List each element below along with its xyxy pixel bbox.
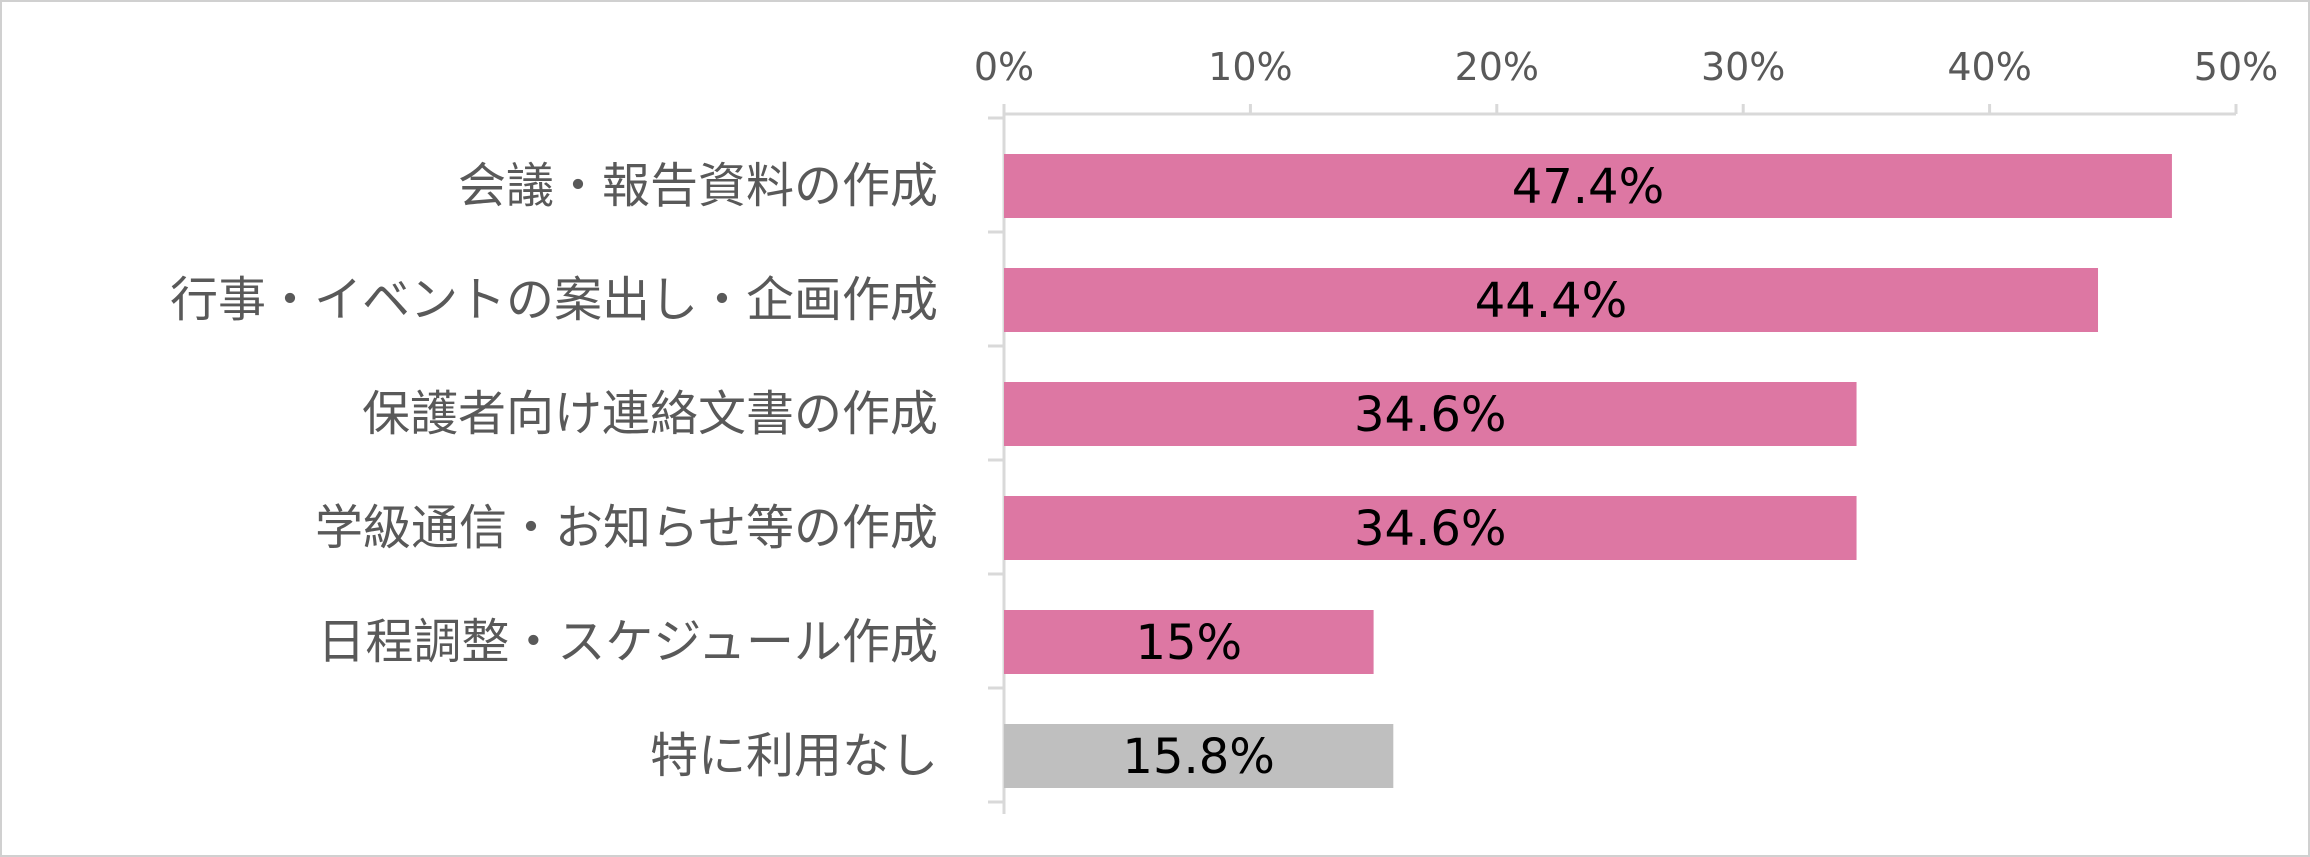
category-labels: 会議・報告資料の作成行事・イベントの案出し・企画作成保護者向け連絡文書の作成学級… [170,158,938,784]
bars [1004,154,2172,788]
x-tick-label: 50% [2194,45,2278,89]
x-tick-label: 40% [1947,45,2031,89]
bar [1004,724,1394,788]
category-label: 行事・イベントの案出し・企画作成 [170,272,938,328]
category-label: 学級通信・お知らせ等の作成 [315,500,938,556]
bar [1004,154,2172,218]
data-labels: 47.4% 44.4% 34.6% 34.6% 15% 15.8% [1122,159,1664,785]
data-label: 34.6% [1354,387,1506,443]
x-tick-label: 0% [974,45,1034,89]
x-tick-label: 10% [1208,45,1292,89]
category-label: 日程調整・スケジュール作成 [317,614,938,670]
x-tick-label: 30% [1701,45,1785,89]
data-label: 15% [1135,615,1242,671]
bar [1004,382,1857,446]
x-axis: 0% 10% 20% 30% 40% 50% [974,45,2278,814]
bar [1004,496,1857,560]
data-label: 15.8% [1122,729,1274,785]
x-tick-label: 20% [1455,45,1539,89]
data-label: 47.4% [1512,159,1664,215]
bar [1004,610,1374,674]
data-label: 34.6% [1354,501,1506,557]
bar [1004,268,2099,332]
category-label: 会議・報告資料の作成 [458,158,938,214]
category-label: 保護者向け連絡文書の作成 [362,386,938,442]
data-label: 44.4% [1475,273,1627,329]
category-label: 特に利用なし [650,728,938,784]
